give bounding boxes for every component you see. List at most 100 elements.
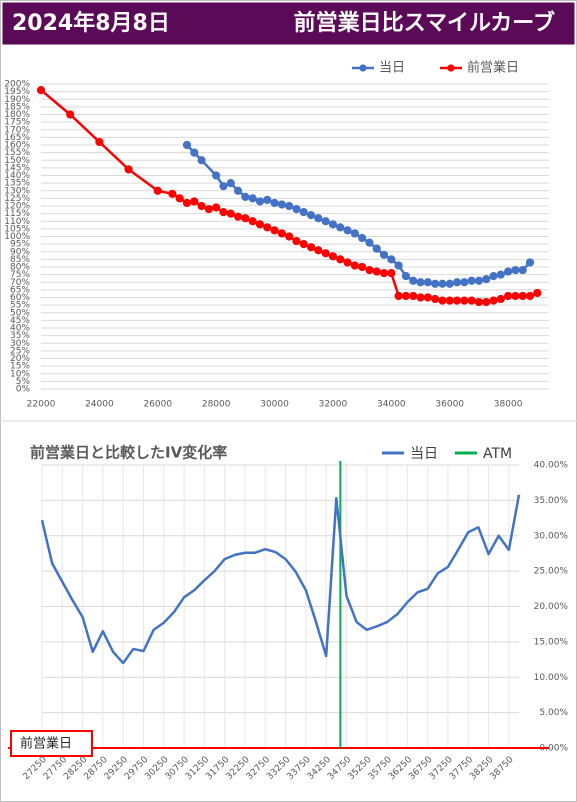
point <box>409 276 418 285</box>
point <box>197 156 206 165</box>
point <box>197 201 206 211</box>
point <box>226 179 235 188</box>
y-tick-label: 105% <box>4 224 30 234</box>
point <box>445 279 454 288</box>
y-tick-label: 10.00% <box>534 673 569 683</box>
point <box>409 291 418 301</box>
y-tick-label: 140% <box>4 171 30 181</box>
y-tick-label: 145% <box>4 163 30 173</box>
point <box>263 195 272 204</box>
point <box>285 232 294 241</box>
point <box>423 293 432 302</box>
point <box>328 220 338 229</box>
point <box>336 223 345 232</box>
point <box>241 192 250 201</box>
y-tick-label: 150% <box>4 156 30 166</box>
y-tick-label: 190% <box>4 95 30 105</box>
y-tick-label: 25.00% <box>534 567 569 577</box>
point <box>255 220 265 229</box>
y-tick-label: 15.00% <box>534 637 569 647</box>
baseline-label: 前営業日 <box>20 736 72 752</box>
x-tick-label: 24000 <box>85 400 114 410</box>
point <box>438 279 447 288</box>
y-tick-label: 0.00% <box>539 744 568 754</box>
point <box>496 270 505 279</box>
point <box>212 171 221 180</box>
point <box>504 267 513 276</box>
point <box>504 291 513 301</box>
y-tick-label: 65% <box>10 285 30 295</box>
point <box>401 272 411 281</box>
x-tick-label: 34000 <box>377 400 406 410</box>
point <box>474 297 484 307</box>
point <box>343 258 352 267</box>
y-tick-label: 40.00% <box>534 461 569 471</box>
point <box>190 197 199 206</box>
y-tick-label: 110% <box>4 217 30 227</box>
point <box>336 255 345 264</box>
y-tick-label: 20.00% <box>534 602 569 612</box>
point <box>423 278 432 287</box>
y-tick-label: 85% <box>10 255 30 265</box>
point <box>460 278 469 287</box>
point <box>372 267 381 276</box>
legend-label: 前営業日 <box>467 60 519 76</box>
legend-label: ATM <box>483 446 512 462</box>
point <box>306 211 316 220</box>
y-tick-label: 40% <box>10 324 30 334</box>
y-tick-label: 30.00% <box>534 531 569 541</box>
point <box>263 223 272 232</box>
y-tick-label: 25% <box>10 346 30 356</box>
y-tick-label: 10% <box>10 369 30 379</box>
point <box>525 258 535 267</box>
point <box>350 229 359 238</box>
point <box>511 291 520 301</box>
y-tick-label: 160% <box>4 141 30 151</box>
point <box>387 255 396 264</box>
y-tick-label: 165% <box>4 133 30 143</box>
point <box>153 186 162 195</box>
point <box>233 212 243 221</box>
point <box>452 296 462 305</box>
point <box>270 226 279 235</box>
point <box>299 240 308 249</box>
point <box>233 186 243 195</box>
point <box>270 198 279 208</box>
point <box>292 204 301 214</box>
point <box>387 269 396 278</box>
point <box>379 269 389 278</box>
y-tick-label: 5.00% <box>539 708 568 718</box>
y-tick-label: 30% <box>10 339 30 349</box>
point <box>285 201 294 211</box>
y-tick-label: 5% <box>16 377 31 387</box>
point <box>394 261 403 270</box>
point <box>306 243 316 252</box>
point <box>212 203 221 212</box>
point <box>182 140 192 150</box>
y-tick-label: 60% <box>10 293 30 303</box>
point <box>350 261 359 270</box>
point <box>365 265 374 275</box>
point <box>452 278 462 287</box>
point <box>277 229 286 238</box>
point <box>358 233 367 243</box>
x-tick-label: 26000 <box>143 400 172 410</box>
point <box>401 291 411 301</box>
point <box>36 86 46 95</box>
y-tick-label: 130% <box>4 186 30 196</box>
point <box>314 214 323 223</box>
point <box>248 194 257 203</box>
y-tick-label: 15% <box>10 362 30 372</box>
point <box>219 182 228 191</box>
point <box>394 291 403 301</box>
y-tick-label: 95% <box>10 240 30 250</box>
legend-label: 当日 <box>379 61 405 76</box>
point <box>416 278 425 287</box>
point <box>460 296 469 305</box>
y-tick-label: 20% <box>10 354 30 364</box>
point <box>474 276 484 285</box>
point <box>241 214 250 223</box>
point <box>467 296 476 305</box>
y-tick-label: 135% <box>4 179 30 189</box>
